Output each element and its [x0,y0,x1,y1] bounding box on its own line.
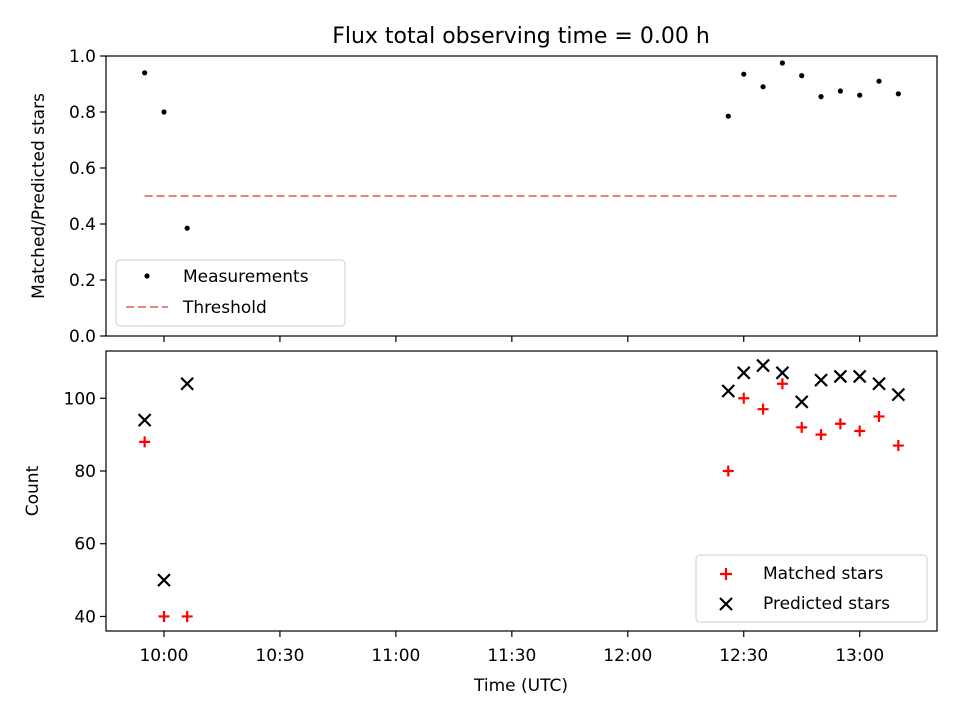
measurement-point [876,78,882,84]
top-legend: Measurements Threshold [115,259,346,327]
legend-measurements-label: Measurements [183,267,309,287]
measurement-point [161,109,167,115]
top-axes-frame [105,55,938,337]
measurement-point [741,71,747,77]
predicted-star-point [157,573,171,587]
matched-star-point [815,429,827,441]
top-y-axis-label: Matched/Predicted stars [29,93,49,299]
measurement-point [142,70,148,76]
predicted-star-point [736,366,751,380]
bottom-panel: 10:00 10:30 11:00 11:30 12:00 12:30 13:00 40 60 8… [23,350,938,696]
y-tick-label: 80 [74,462,96,482]
matched-star-point [738,392,750,404]
y-tick-label: 0.2 [69,271,96,291]
matched-star-point [776,378,788,390]
x-axis-label: Time (UTC) [473,676,568,696]
y-tick-label: 60 [74,535,96,555]
y-tick-label: 0.0 [69,327,96,347]
predicted-star-point [794,395,809,409]
matched-star-point [181,610,193,622]
matched-star-point [139,436,151,448]
bottom-axes-frame [105,350,938,632]
top-tick-layer: 0.0 0.2 0.4 0.6 0.8 1.0 [69,47,861,347]
legend-threshold-label: Threshold [182,298,267,318]
predicted-star-point [891,387,906,402]
y-tick-label: 0.6 [69,159,96,179]
y-tick-label: 0.8 [69,103,96,123]
predicted-star-point [775,366,790,380]
bottom-legend: Matched stars Predicted stars [695,554,928,623]
legend-predicted-marker [719,597,733,611]
x-tick-label: 10:30 [255,646,304,666]
x-tick-label: 10:00 [139,646,188,666]
measurement-point [837,88,843,94]
matched-star-point [757,403,769,415]
y-tick-label: 100 [64,389,96,409]
y-tick-label: 40 [74,607,96,627]
measurement-point [799,73,805,79]
measurement-point [725,113,731,119]
matched-star-point [722,465,734,477]
measurement-point [857,92,863,98]
predicted-star-point [814,373,828,387]
bottom-y-axis-label: Count [23,465,43,516]
matched-star-point [796,421,808,433]
predicted-star-point [721,384,736,398]
measurement-point [895,91,901,97]
predicted-star-point [180,376,194,391]
measurement-point [779,60,785,66]
y-tick-label: 0.4 [69,215,96,235]
top-legend-box [115,259,346,327]
legend-matched-label: Matched stars [763,564,883,584]
top-panel: 0.0 0.2 0.4 0.6 0.8 1.0 Matched/Predicted sta… [29,47,938,347]
x-tick-label: 11:00 [371,646,420,666]
y-tick-label: 1.0 [69,47,96,67]
bottom-tick-layer: 10:00 10:30 11:00 11:30 12:00 12:30 13:00 40 60 8… [64,389,885,666]
legend-matched-marker [720,568,732,580]
legend-predicted-label: Predicted stars [763,594,890,614]
matched-star-point [873,410,885,422]
x-tick-label: 12:30 [719,646,768,666]
predicted-star-point [872,376,886,391]
bottom-data-layer [137,358,906,622]
predicted-star-point [756,358,770,373]
predicted-star-point [137,413,152,427]
predicted-star-point [852,369,867,384]
matched-star-point [854,425,866,437]
matched-star-point [834,418,846,430]
measurement-point [184,225,190,231]
matched-star-point [892,440,904,452]
predicted-star-point [833,369,848,384]
x-tick-label: 12:00 [603,646,652,666]
matched-star-point [158,610,170,622]
bottom-legend-box [695,554,928,623]
chart-title: Flux total observing time = 0.00 h [332,24,710,49]
measurement-point [760,84,766,90]
measurement-point [818,94,824,100]
x-tick-label: 13:00 [835,646,884,666]
legend-measurements-marker [144,273,150,279]
x-tick-label: 11:30 [487,646,536,666]
top-data-layer [142,60,901,231]
